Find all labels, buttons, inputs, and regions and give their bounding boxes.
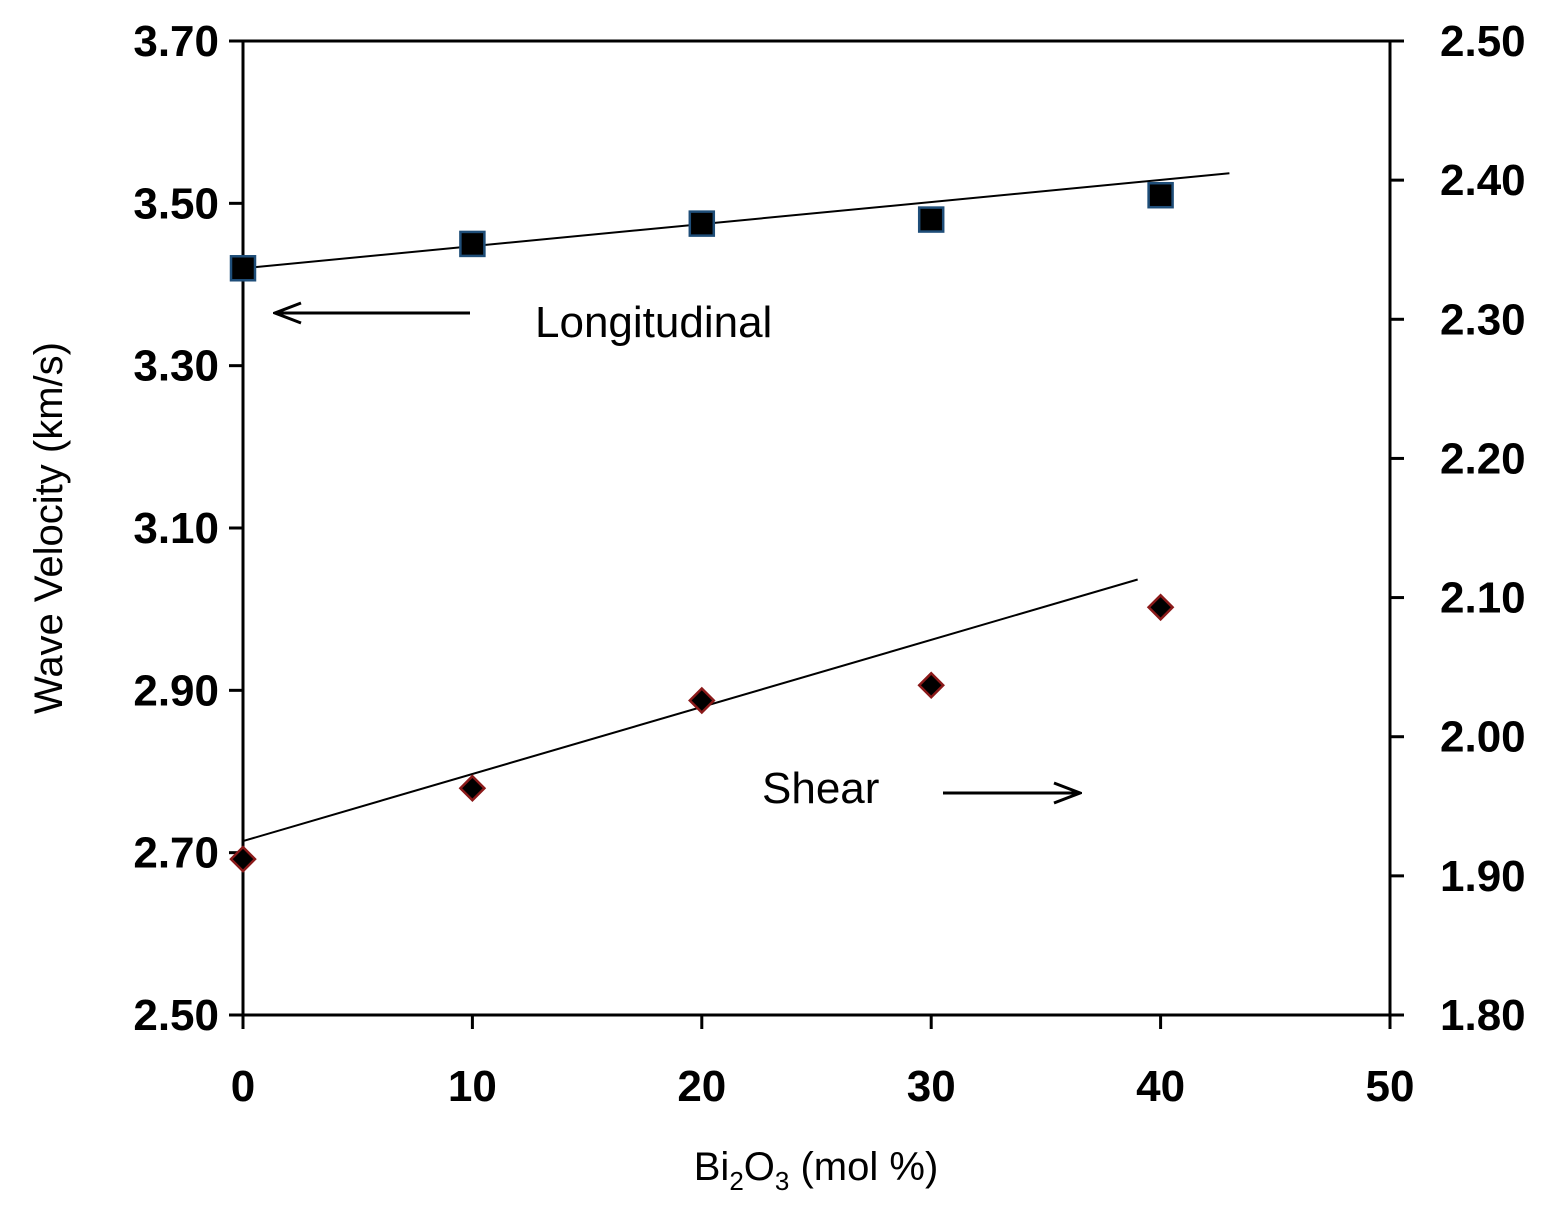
right-tick-label: 2.30 bbox=[1440, 295, 1526, 344]
x-tick-label: 0 bbox=[231, 1062, 255, 1111]
annotation-shear: Shear bbox=[762, 764, 879, 813]
right-tick-label: 1.80 bbox=[1440, 991, 1526, 1040]
trendlines bbox=[242, 172, 1230, 843]
point-shear bbox=[229, 845, 257, 873]
y-axis-title: Wave Velocity (km/s) bbox=[27, 342, 71, 714]
point-longitudinal bbox=[1147, 181, 1174, 209]
x-axis-ticks: 0 10 20 30 40 50 bbox=[231, 1015, 1415, 1111]
left-tick-label: 2.70 bbox=[133, 829, 219, 878]
left-tick-label: 3.30 bbox=[133, 342, 219, 391]
x-axis-title-tail: (mol %) bbox=[789, 1145, 938, 1189]
right-tick-label: 2.50 bbox=[1440, 17, 1526, 66]
x-tick-label: 10 bbox=[448, 1062, 497, 1111]
point-shear bbox=[458, 774, 487, 802]
point-shear bbox=[688, 686, 716, 715]
left-tick-label: 3.10 bbox=[133, 504, 219, 553]
point-longitudinal bbox=[917, 206, 945, 233]
left-tick-label: 3.50 bbox=[133, 179, 219, 228]
right-tick-label: 2.20 bbox=[1440, 434, 1526, 483]
point-longitudinal bbox=[688, 210, 716, 237]
x-tick-label: 20 bbox=[677, 1062, 726, 1111]
point-shear bbox=[1146, 593, 1175, 622]
point-shear bbox=[917, 671, 945, 699]
right-tick-label: 1.90 bbox=[1440, 852, 1526, 901]
trendline-longitudinal bbox=[242, 172, 1230, 270]
annotation-longitudinal: Longitudinal bbox=[535, 298, 772, 347]
x-tick-label: 30 bbox=[907, 1062, 956, 1111]
x-axis-title-subscript-1: 2 bbox=[729, 1166, 743, 1196]
trendline-shear bbox=[242, 578, 1138, 843]
data-points bbox=[229, 181, 1175, 873]
x-tick-label: 50 bbox=[1366, 1062, 1415, 1111]
left-axis-ticks: 2.50 2.70 2.90 3.10 3.30 3.50 3.70 bbox=[133, 17, 243, 1040]
x-axis-title-base: Bi bbox=[694, 1145, 730, 1189]
plot-frame bbox=[241, 39, 1392, 1017]
x-axis-title-subscript-2: 3 bbox=[775, 1166, 789, 1196]
right-tick-label: 2.00 bbox=[1440, 713, 1526, 762]
point-longitudinal bbox=[459, 230, 486, 258]
x-axis-title: Bi2O3 (mol %) bbox=[694, 1145, 939, 1196]
left-tick-label: 3.70 bbox=[133, 17, 219, 66]
x-axis-title-mid: O bbox=[744, 1145, 775, 1189]
left-tick-label: 2.90 bbox=[133, 666, 219, 715]
point-longitudinal bbox=[229, 255, 257, 282]
right-tick-label: 2.40 bbox=[1440, 156, 1526, 205]
x-tick-label: 40 bbox=[1136, 1062, 1185, 1111]
right-tick-label: 2.10 bbox=[1440, 574, 1526, 623]
right-axis-ticks: 1.80 1.90 2.00 2.10 2.20 2.30 2.40 2.50 bbox=[1390, 17, 1526, 1040]
left-tick-label: 2.50 bbox=[133, 991, 219, 1040]
